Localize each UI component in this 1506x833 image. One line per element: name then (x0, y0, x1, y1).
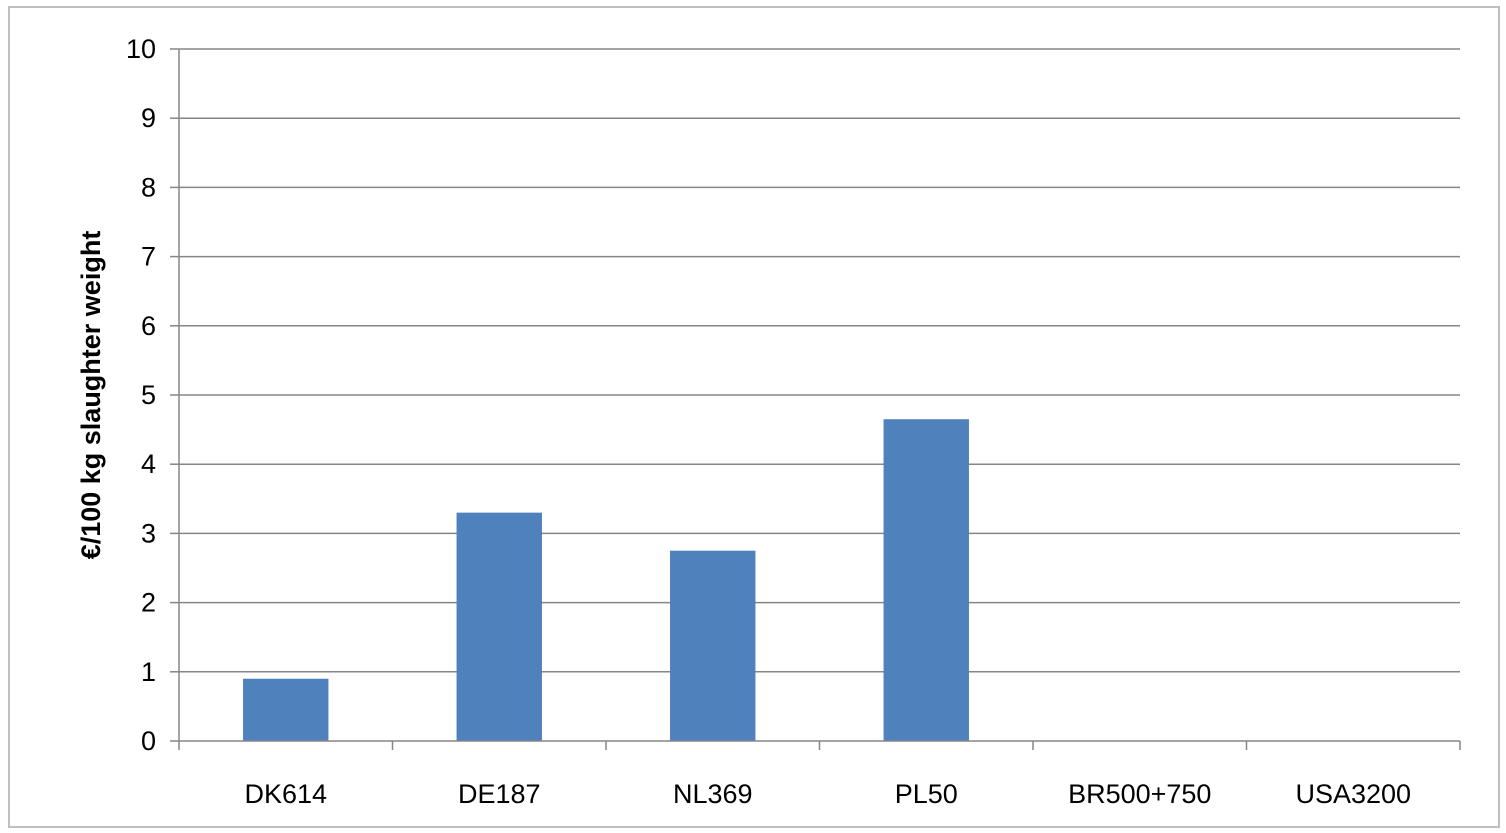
y-tick-label: 1 (141, 657, 156, 687)
y-tick-label: 6 (141, 311, 156, 341)
y-tick-label: 4 (141, 449, 156, 479)
y-tick-labels: 0 1 2 3 4 5 6 7 8 9 10 (126, 34, 156, 756)
x-tick-label: PL50 (895, 779, 958, 809)
bar-nl369 (670, 550, 756, 741)
x-tick-label: DE187 (458, 779, 541, 809)
y-tick-label: 8 (141, 172, 156, 202)
x-tick-label: BR500+750 (1068, 779, 1211, 809)
bar-de187 (456, 512, 542, 741)
y-tick-label: 10 (126, 34, 156, 64)
bar-pl50 (883, 419, 969, 741)
x-tick-label: USA3200 (1295, 779, 1411, 809)
y-tick-label: 2 (141, 588, 156, 618)
y-tick-label: 5 (141, 380, 156, 410)
x-tick-label: DK614 (244, 779, 327, 809)
x-tick-label: NL369 (673, 779, 753, 809)
gridlines (179, 48, 1460, 673)
y-axis-title: €/100 kg slaughter weight (76, 231, 106, 560)
y-tick-label: 7 (141, 242, 156, 272)
y-tick-label: 3 (141, 518, 156, 548)
axes (170, 48, 1461, 750)
x-tick-labels: DK614 DE187 NL369 PL50 BR500+750 USA3200 (244, 779, 1411, 809)
bar-dk614 (243, 678, 329, 741)
y-tick-label: 9 (141, 103, 156, 133)
bars (243, 419, 969, 741)
y-tick-label: 0 (141, 726, 156, 756)
